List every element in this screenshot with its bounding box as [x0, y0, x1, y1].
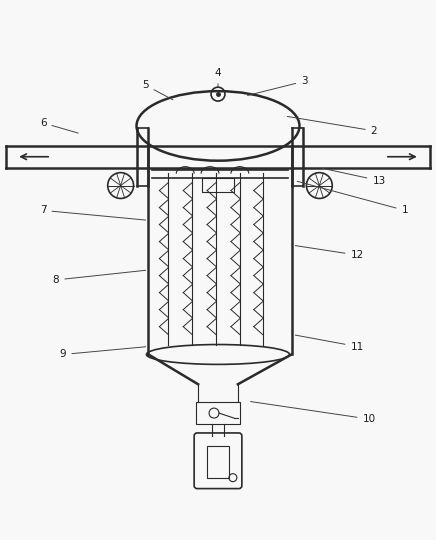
Text: 5: 5 [142, 80, 173, 100]
Text: 6: 6 [40, 118, 78, 133]
Text: 3: 3 [248, 76, 308, 96]
Bar [207, 446, 229, 478]
Bar [196, 402, 240, 424]
Text: 2: 2 [287, 117, 377, 136]
Text: 4: 4 [215, 68, 221, 86]
Text: 13: 13 [322, 168, 385, 186]
Text: 12: 12 [295, 246, 364, 260]
Text: 10: 10 [251, 402, 375, 424]
Bar [202, 178, 234, 192]
Text: 7: 7 [40, 205, 146, 220]
Text: 8: 8 [53, 271, 146, 285]
Text: 1: 1 [297, 181, 408, 215]
Text: 11: 11 [295, 335, 364, 352]
Text: 9: 9 [60, 347, 146, 360]
